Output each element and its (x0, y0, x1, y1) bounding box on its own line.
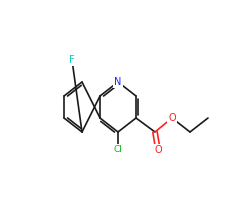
Text: O: O (168, 113, 176, 123)
Text: N: N (114, 77, 122, 87)
Text: Cl: Cl (114, 146, 122, 154)
Text: O: O (154, 145, 162, 155)
Text: F: F (69, 55, 75, 65)
